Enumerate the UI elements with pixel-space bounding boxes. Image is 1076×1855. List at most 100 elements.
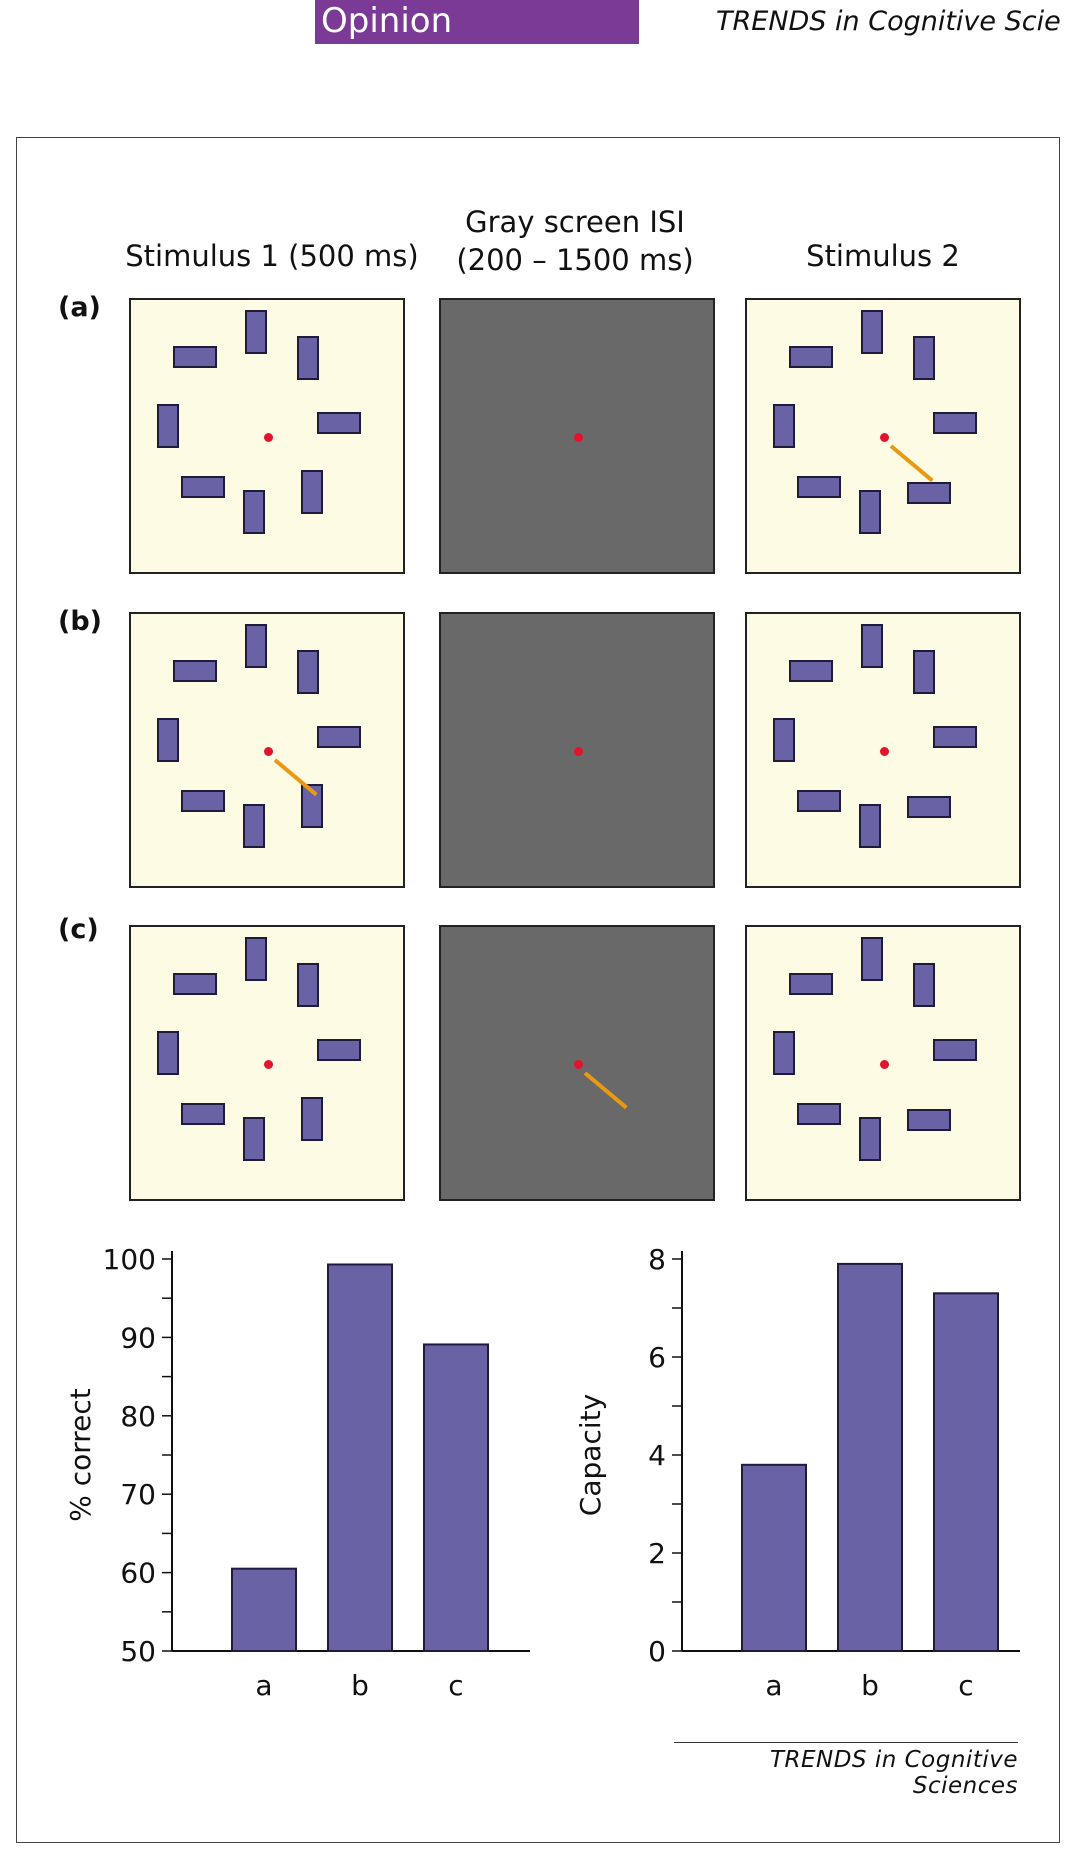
memory-rectangle xyxy=(773,404,795,448)
column-title-stimulus-2: Stimulus 2 xyxy=(806,239,960,273)
memory-rectangle xyxy=(157,404,179,448)
memory-rectangle xyxy=(773,718,795,762)
bar-c xyxy=(933,1292,999,1653)
column-title-isi-line2: (200 – 1500 ms) xyxy=(456,243,694,277)
memory-rectangle xyxy=(797,790,841,812)
memory-rectangle xyxy=(861,624,883,668)
memory-rectangle xyxy=(181,790,225,812)
isi-gray-panel xyxy=(439,925,715,1201)
memory-rectangle xyxy=(243,1117,265,1161)
memory-rectangle xyxy=(789,660,833,682)
memory-rectangle xyxy=(317,1039,361,1061)
journal-name: TRENDS in Cognitive Scie xyxy=(716,6,1061,37)
memory-rectangle xyxy=(243,804,265,848)
y-axis-label: % correct xyxy=(64,1388,97,1522)
bar-c xyxy=(423,1343,489,1653)
memory-rectangle xyxy=(243,490,265,534)
column-title-stimulus-1: Stimulus 1 (500 ms) xyxy=(125,239,419,273)
memory-rectangle xyxy=(907,1109,951,1131)
y-tick-label: 0 xyxy=(648,1635,666,1668)
column-title-isi: Gray screen ISI (200 – 1500 ms) xyxy=(437,203,713,279)
memory-rectangle xyxy=(173,973,217,995)
memory-rectangle xyxy=(317,726,361,748)
memory-rectangle xyxy=(181,1103,225,1125)
section-badge: Opinion xyxy=(315,0,639,44)
y-tick-label: 8 xyxy=(648,1243,666,1276)
y-tick-label: 90 xyxy=(120,1321,156,1354)
fixation-dot xyxy=(264,747,273,756)
memory-rectangle xyxy=(913,650,935,694)
bar-a xyxy=(231,1567,297,1652)
figure-credit: TRENDS in Cognitive Sciences xyxy=(674,1742,1018,1799)
memory-rectangle xyxy=(913,336,935,380)
memory-rectangle xyxy=(789,973,833,995)
x-tick-label: b xyxy=(861,1669,879,1702)
x-tick-label: c xyxy=(448,1669,463,1702)
memory-rectangle xyxy=(861,310,883,354)
y-tick-label: 70 xyxy=(120,1478,156,1511)
y-tick-label: 50 xyxy=(120,1635,156,1668)
fixation-dot xyxy=(264,433,273,442)
figure-frame xyxy=(16,137,1060,1843)
row-label-a: (a) xyxy=(58,292,101,323)
memory-rectangle xyxy=(907,482,951,504)
memory-rectangle xyxy=(173,346,217,368)
retro-cue-line xyxy=(273,758,318,797)
memory-rectangle xyxy=(173,660,217,682)
bar-b xyxy=(837,1262,903,1653)
retro-cue-line xyxy=(889,444,934,483)
memory-rectangle xyxy=(933,726,977,748)
fixation-dot xyxy=(880,433,889,442)
memory-rectangle xyxy=(913,963,935,1007)
memory-rectangle xyxy=(773,1031,795,1075)
y-tick-label: 100 xyxy=(103,1243,156,1276)
bar-a xyxy=(741,1463,807,1652)
memory-rectangle xyxy=(301,470,323,514)
memory-rectangle xyxy=(301,784,323,828)
memory-rectangle xyxy=(789,346,833,368)
memory-rectangle xyxy=(297,963,319,1007)
y-tick-label: 6 xyxy=(648,1341,666,1374)
memory-rectangle xyxy=(157,718,179,762)
fixation-dot xyxy=(574,747,583,756)
y-tick-label: 2 xyxy=(648,1537,666,1570)
x-tick-label: b xyxy=(351,1669,369,1702)
fixation-dot xyxy=(574,1060,583,1069)
x-tick-label: c xyxy=(958,1669,973,1702)
isi-gray-panel xyxy=(439,298,715,574)
stimulus-2-panel xyxy=(745,298,1021,574)
memory-rectangle xyxy=(797,476,841,498)
column-title-isi-line1: Gray screen ISI xyxy=(465,205,685,239)
memory-rectangle xyxy=(297,336,319,380)
isi-gray-panel xyxy=(439,612,715,888)
retro-cue-line xyxy=(583,1071,628,1110)
memory-rectangle xyxy=(157,1031,179,1075)
y-axis-label: Capacity xyxy=(574,1394,607,1516)
fixation-dot xyxy=(574,433,583,442)
memory-rectangle xyxy=(317,412,361,434)
memory-rectangle xyxy=(861,937,883,981)
memory-rectangle xyxy=(933,1039,977,1061)
memory-rectangle xyxy=(245,624,267,668)
memory-rectangle xyxy=(907,796,951,818)
row-label-b: (b) xyxy=(58,606,103,637)
stimulus-1-panel xyxy=(129,612,405,888)
fixation-dot xyxy=(880,1060,889,1069)
memory-rectangle xyxy=(933,412,977,434)
memory-rectangle xyxy=(301,1097,323,1141)
y-tick-label: 4 xyxy=(648,1439,666,1472)
x-tick-label: a xyxy=(765,1669,782,1702)
stimulus-2-panel xyxy=(745,612,1021,888)
memory-rectangle xyxy=(859,490,881,534)
y-tick-label: 80 xyxy=(120,1400,156,1433)
bar-b xyxy=(327,1263,393,1652)
capacity-chart: 0 2 4 6 8 Capacity a b c xyxy=(574,1243,1020,1702)
row-label-c: (c) xyxy=(58,914,99,945)
memory-rectangle xyxy=(859,804,881,848)
stimulus-2-panel xyxy=(745,925,1021,1201)
stimulus-1-panel xyxy=(129,298,405,574)
y-tick-label: 60 xyxy=(120,1557,156,1590)
memory-rectangle xyxy=(181,476,225,498)
memory-rectangle xyxy=(859,1117,881,1161)
x-tick-label: a xyxy=(255,1669,272,1702)
